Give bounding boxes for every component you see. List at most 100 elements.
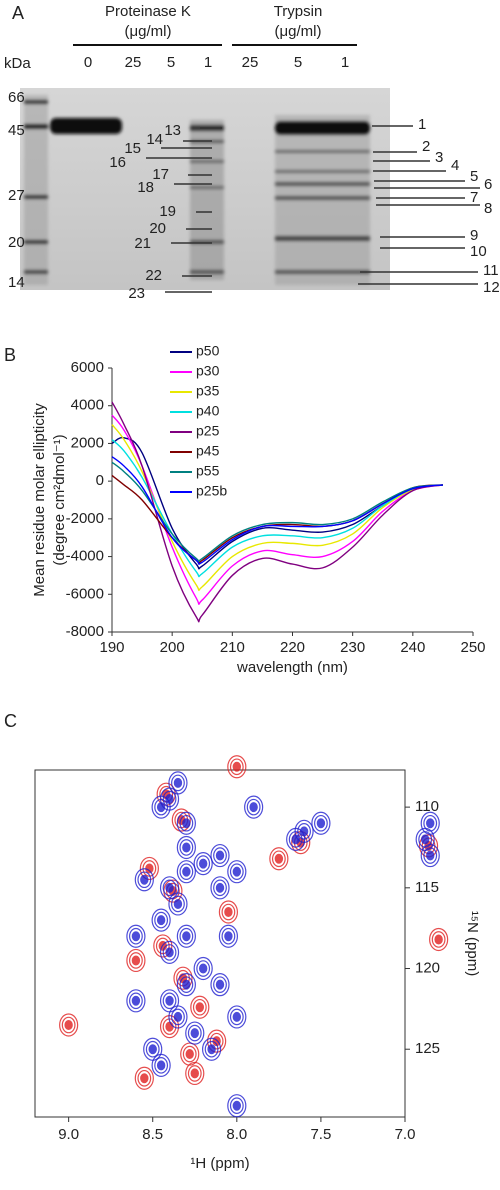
marker-label: 45 [8,122,25,139]
x-tick-label: 8.0 [226,1126,247,1143]
panel-label: B [4,345,16,365]
peak [193,956,213,981]
band-number: 11 [483,262,499,279]
peak [59,1013,79,1037]
peak [244,795,264,819]
peak [126,989,146,1013]
peak [126,924,146,948]
lane-label: 1 [341,54,349,71]
y-tick-label: -6000 [66,585,104,602]
peak [151,795,171,819]
band-number: 10 [470,243,487,260]
peak [134,868,154,892]
peak [415,827,435,852]
lane-label: 5 [294,54,302,71]
peak [176,860,196,884]
band-number: 15 [124,140,141,157]
band-number: 23 [128,285,145,302]
peak [190,995,210,1019]
y-axis-title: Mean residue molar ellipticity [31,403,48,597]
band-number: 6 [484,176,492,193]
lane-label: 0 [84,54,92,71]
x-tick-label: 190 [99,639,124,656]
legend-label: p35 [196,383,220,399]
panel-label: A [12,3,24,23]
spectrum-line [111,439,444,578]
spectrum-line [111,456,444,565]
peak [151,1053,171,1077]
peak [176,924,196,948]
group-name: Trypsin [274,3,323,20]
band-number: 18 [137,179,154,196]
band-number: 22 [145,267,162,284]
band-number: 16 [109,154,126,171]
peak [159,1015,180,1039]
peak [210,973,230,997]
band-number: 5 [470,168,478,185]
peak [218,900,239,924]
peak [159,940,180,964]
peak [193,852,213,876]
peak [134,1066,154,1090]
peak [210,843,230,868]
band-number: 7 [470,189,478,206]
x-tick-label: 240 [400,639,425,656]
peak [176,811,196,835]
band-number: 21 [134,235,151,252]
panel-label: C [4,711,17,731]
marker-title: kDa [4,55,31,72]
legend-label: p40 [196,403,220,419]
plot-frame [34,769,406,1118]
x-tick-label: 210 [220,639,245,656]
peak [126,948,146,973]
band-number: 14 [146,131,163,148]
y-tick-label: 4000 [71,397,104,414]
peak [168,771,188,795]
x-tick-label: 220 [280,639,305,656]
group-unit: (μg/ml) [125,23,172,40]
group-unit: (μg/ml) [275,23,322,40]
legend-label: p30 [196,363,220,379]
peak [176,835,196,860]
cd-axes [111,368,473,633]
y-tick-label: 115 [415,879,439,896]
peak [201,1037,222,1061]
band-number: 8 [484,200,492,217]
x-tick-label: 8.5 [142,1126,163,1143]
peak [420,843,440,868]
legend-label: p45 [196,443,220,459]
band-number: 12 [483,279,500,296]
peak [168,1005,188,1029]
peak [143,1037,163,1061]
marker-label: 27 [8,187,25,204]
y-tick-label: 125 [415,1040,440,1057]
band-number: 2 [422,138,430,155]
band-number: 17 [152,166,169,183]
x-tick-label: 7.0 [395,1126,416,1143]
x-tick-label: 200 [160,639,185,656]
peak [180,1042,200,1066]
lane-label: 25 [242,54,259,71]
peak [159,876,180,900]
peak [311,811,331,835]
y-tick-label: -8000 [66,623,104,640]
peak [420,811,440,835]
y-tick-label: 110 [415,798,439,815]
peak [151,908,171,932]
peak [227,755,247,779]
y-axis-title: (degree cm²dmol⁻¹) [51,434,68,565]
spectrum-line [111,401,444,623]
x-axis-title: ¹H (ppm) [190,1155,249,1172]
band-number: 20 [149,220,166,237]
legend-label: p50 [196,343,220,359]
spectrum-line [111,424,444,592]
band-number: 3 [435,149,443,166]
band-number: 1 [418,116,426,133]
band-number: 19 [159,203,176,220]
peak [227,1005,247,1029]
y-tick-label: 2000 [71,434,104,451]
band-number: 9 [470,227,478,244]
peak [168,892,188,916]
